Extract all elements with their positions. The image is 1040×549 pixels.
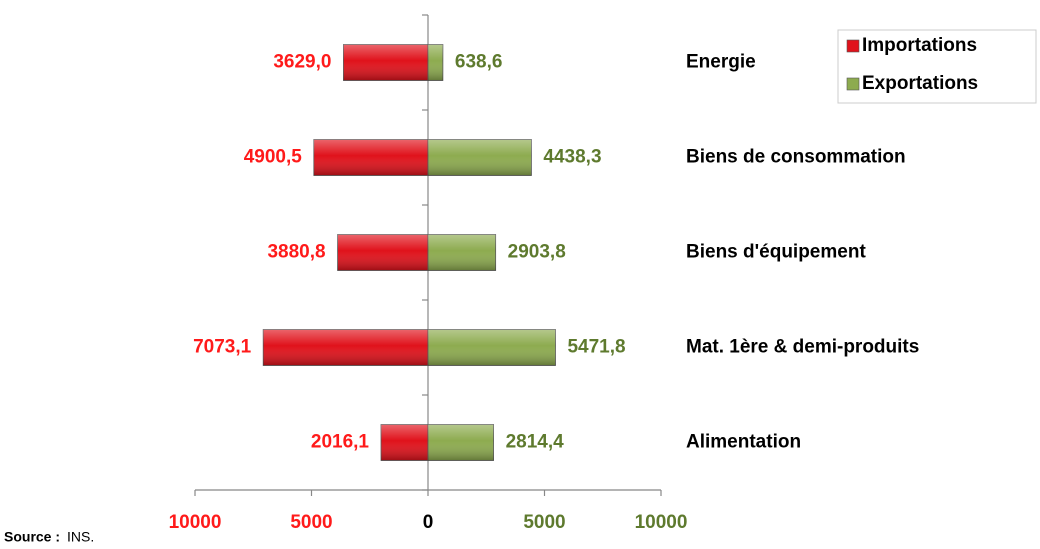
bar-shade <box>428 234 496 271</box>
source-text: INS. <box>67 529 94 545</box>
data-label: 2814,4 <box>506 432 565 453</box>
x-tick-label: 10000 <box>635 512 688 533</box>
data-label: 2903,8 <box>508 242 566 263</box>
bar-shade <box>428 139 532 176</box>
legend-swatch <box>846 77 860 91</box>
x-tick-label: 10000 <box>169 512 222 533</box>
bar-shade <box>428 329 556 366</box>
x-tick-label: 0 <box>423 512 434 533</box>
bar-shade <box>337 234 428 271</box>
data-label: 4900,5 <box>244 147 303 168</box>
bar-shade <box>343 44 428 81</box>
category-label: Mat. 1ère & demi-produits <box>686 337 919 358</box>
data-label: 4438,3 <box>543 147 601 168</box>
legend-label: Importations <box>862 35 977 56</box>
data-label: 3880,8 <box>267 242 325 263</box>
category-label: Biens d'équipement <box>686 242 866 263</box>
bar-shade <box>263 329 428 366</box>
bar-shade <box>313 139 428 176</box>
data-label: 3629,0 <box>273 52 331 73</box>
legend-label: Exportations <box>862 73 978 94</box>
bar-shade <box>381 424 428 461</box>
category-label: Biens de consommation <box>686 147 906 168</box>
bar-shade <box>428 44 443 81</box>
data-label: 5471,8 <box>567 337 625 358</box>
data-label: 2016,1 <box>311 432 370 453</box>
legend-box <box>837 29 1037 104</box>
x-tick-label: 5000 <box>290 512 332 533</box>
category-label: Alimentation <box>686 432 801 453</box>
data-label: 638,6 <box>455 52 503 73</box>
category-label: Energie <box>686 52 756 73</box>
data-label: 7073,1 <box>193 337 252 358</box>
source-label: Source : <box>4 529 60 545</box>
x-tick-label: 5000 <box>523 512 565 533</box>
legend-swatch <box>846 39 860 53</box>
bar-shade <box>428 424 494 461</box>
